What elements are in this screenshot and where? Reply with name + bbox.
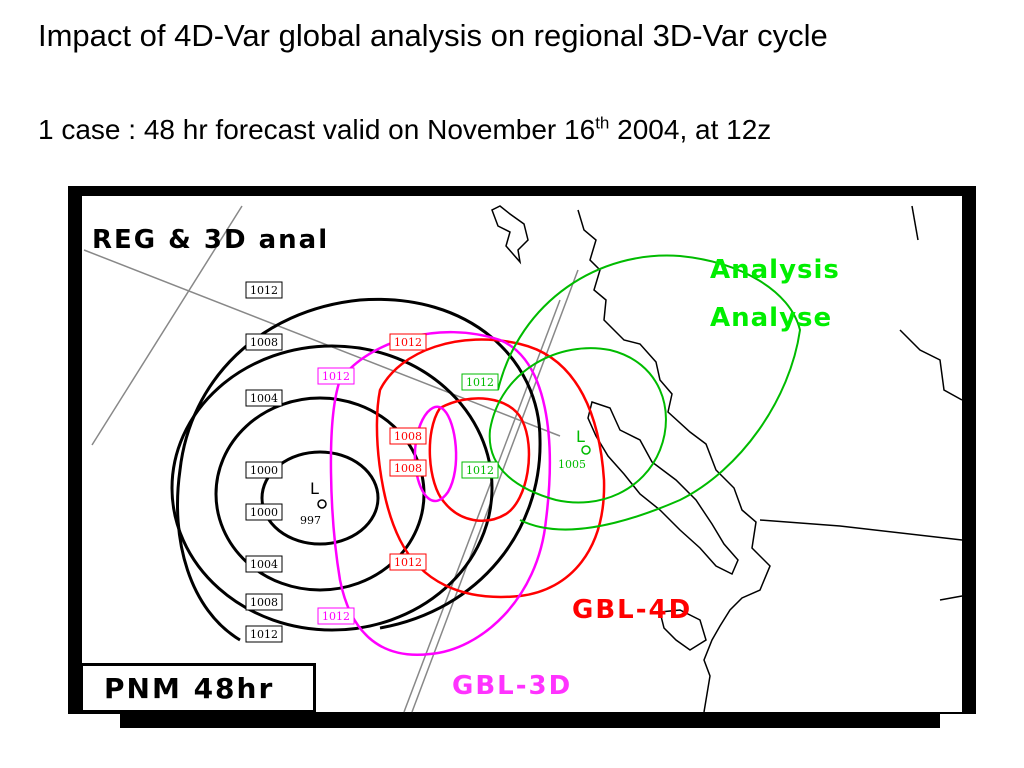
analysis-label-fr: Analyse	[710, 303, 832, 333]
slide-title: Impact of 4D-Var global analysis on regi…	[38, 18, 828, 53]
isobar-label: 1004	[250, 392, 278, 405]
gbl4d-label: GBL-4D	[572, 595, 692, 625]
analysis-low-center: L 1005	[558, 427, 591, 471]
reg-low-value: 997	[300, 514, 321, 527]
coastline	[491, 205, 963, 713]
inland-boundary	[899, 329, 963, 401]
isobar-label: 1012	[250, 284, 278, 297]
subtitle-main: 1 case : 48 hr forecast valid on Novembe…	[38, 114, 596, 145]
subtitle-superscript: th	[595, 113, 610, 133]
isobar-label: 1008	[250, 336, 278, 349]
slide-subtitle: 1 case : 48 hr forecast valid on Novembe…	[38, 113, 998, 147]
isobar-1008	[170, 344, 494, 632]
isobar-label: 1008	[394, 430, 422, 443]
isobar-1012	[176, 297, 542, 642]
gbl4d-isobars	[375, 338, 606, 599]
gbl4d-isobar-1008	[428, 397, 531, 522]
analysis-isobar-1008	[488, 347, 667, 504]
isobar-label: 1000	[250, 506, 278, 519]
gbl3d-isobar-1008	[413, 405, 458, 503]
subtitle-end: 2004, at 12z	[609, 114, 772, 145]
vancouver-island	[587, 401, 739, 576]
gbl3d-label: GBL-3D	[452, 671, 572, 701]
isobar-label: 1012	[322, 610, 350, 623]
map-panel	[82, 196, 962, 712]
red-isobar-labels: 1012 1008 1008 1012	[389, 333, 427, 571]
isobar-label: 1012	[322, 370, 350, 383]
isobar-1000	[260, 450, 380, 546]
isobar-label: 1012	[394, 556, 422, 569]
isobar-label: 1008	[250, 596, 278, 609]
reg-low-marker-icon	[317, 499, 327, 509]
analysis-low-value: 1005	[558, 458, 586, 471]
island	[491, 205, 529, 265]
reg-low-symbol: L	[310, 479, 319, 498]
analysis-isobar-1012	[497, 254, 802, 531]
green-isobar-labels: 1012 1012	[461, 373, 499, 479]
inland-line	[939, 595, 963, 601]
isobar-label: 1012	[466, 376, 494, 389]
isobar-label: 1008	[394, 462, 422, 475]
grid-line	[83, 249, 561, 437]
black-isobar-labels: 1012 1008 1004 1000 1000 1004 1008 1012	[245, 281, 283, 643]
puget-sound	[659, 609, 707, 651]
forecast-label-box	[80, 663, 316, 713]
isobar-label: 1012	[466, 464, 494, 477]
analysis-low-marker-icon	[581, 445, 591, 455]
grid-line	[403, 299, 561, 713]
gbl3d-isobar-1012	[329, 330, 551, 657]
isobar-label: 1012	[250, 628, 278, 641]
panel-label: REG & 3D anal	[92, 225, 329, 255]
gbl3d-isobars	[329, 330, 551, 657]
border-line	[759, 519, 963, 541]
gbl4d-isobar-1012	[375, 338, 606, 599]
analysis-label-en: Analysis	[710, 255, 840, 285]
reg-low-center: L 997	[300, 479, 327, 527]
inland-line	[911, 205, 919, 241]
mainland-coast	[577, 209, 771, 713]
map-frame-bottom-bar	[120, 712, 940, 728]
isobar-label: 1012	[394, 336, 422, 349]
analysis-low-symbol: L	[576, 427, 585, 446]
isobar-label: 1004	[250, 558, 278, 571]
analysis-isobars	[488, 254, 802, 531]
magenta-isobar-labels: 1012 1012	[317, 367, 355, 625]
grid-line	[411, 269, 579, 713]
grid-line	[91, 205, 243, 446]
isobar-label: 1000	[250, 464, 278, 477]
grid-lines	[83, 205, 579, 713]
